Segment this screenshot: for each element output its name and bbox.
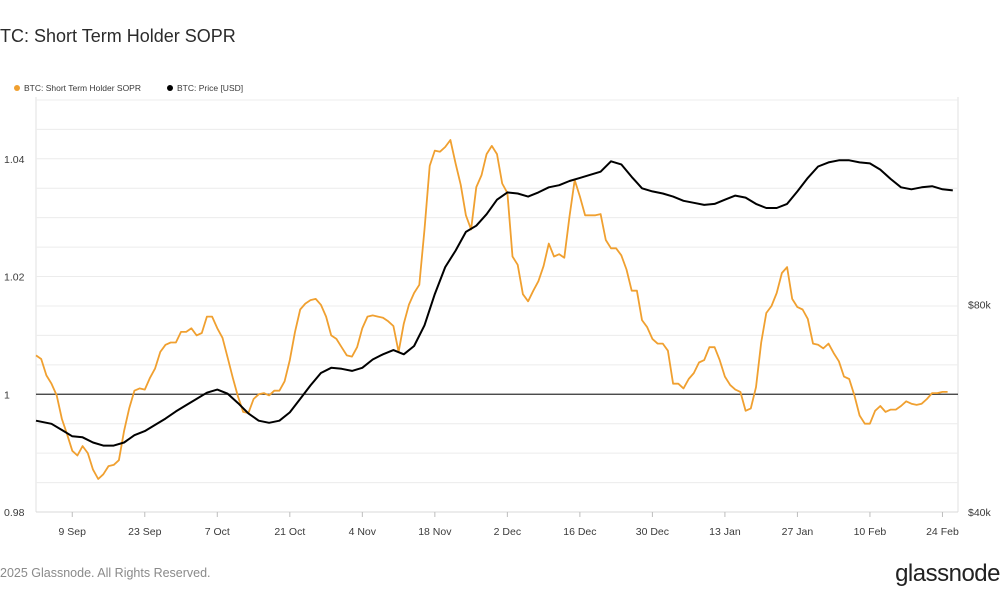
y-right-tick-label: $40k xyxy=(968,507,992,519)
series-line-sopr xyxy=(35,139,948,480)
chart-title: TC: Short Term Holder SOPR xyxy=(0,26,236,46)
y-left-tick-label: 1.02 xyxy=(4,272,25,284)
copyright-label: 2025 Glassnode. All Rights Reserved. xyxy=(0,566,211,580)
copyright-text: 2025 Glassnode. All Rights Reserved. xyxy=(0,566,211,580)
x-tick-label: 24 Feb xyxy=(926,526,959,538)
chart-legend: BTC: Short Term Holder SOPR BTC: Price [… xyxy=(14,83,243,93)
x-tick-label: 4 Nov xyxy=(349,526,377,538)
x-tick-label: 18 Nov xyxy=(418,526,452,538)
series-layer xyxy=(35,139,958,480)
legend-dot-price xyxy=(167,85,173,91)
x-tick-label: 7 Oct xyxy=(205,526,230,538)
x-tick-label: 23 Sep xyxy=(128,526,161,538)
y-left-tick-label: 0.98 xyxy=(4,507,25,519)
axis-layer: 9 Sep 23 Sep 7 Oct 21 Oct 4 Nov 18 Nov 2 Dec 16… xyxy=(4,154,992,538)
y-left-tick-label: 1.04 xyxy=(4,154,25,166)
legend-dot-sopr xyxy=(14,85,20,91)
legend-item-sopr[interactable]: BTC: Short Term Holder SOPR xyxy=(14,83,141,93)
x-tick-label: 13 Jan xyxy=(709,526,741,538)
x-tick-label: 27 Jan xyxy=(782,526,814,538)
x-tick-label: 30 Dec xyxy=(636,526,669,538)
x-tick-label: 21 Oct xyxy=(274,526,305,538)
x-tick-label: 2 Dec xyxy=(494,526,521,538)
y-left-tick-label: 1 xyxy=(4,389,10,401)
x-tick-label: 16 Dec xyxy=(563,526,596,538)
legend-item-price[interactable]: BTC: Price [USD] xyxy=(167,83,243,93)
x-tick-label: 9 Sep xyxy=(59,526,87,538)
legend-label-sopr: BTC: Short Term Holder SOPR xyxy=(24,83,141,93)
y-right-tick-label: $80k xyxy=(968,300,992,312)
series-line-price xyxy=(35,159,953,447)
legend-label-price: BTC: Price [USD] xyxy=(177,83,244,93)
x-tick-label: 10 Feb xyxy=(854,526,887,538)
glassnode-logo[interactable]: glassnode xyxy=(895,560,1000,587)
